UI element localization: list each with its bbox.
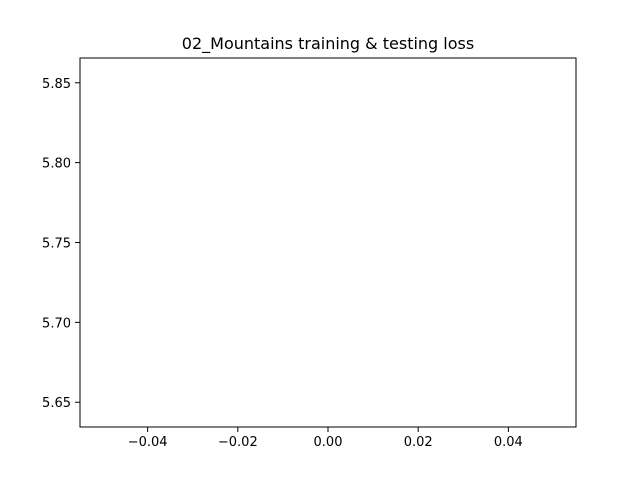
x-tick-label: −0.02	[218, 435, 258, 450]
x-tick-label: 0.00	[314, 435, 343, 450]
chart-title: 02_Mountains training & testing loss	[182, 34, 474, 54]
y-tick-label: 5.85	[42, 77, 71, 92]
y-tick-label: 5.65	[42, 396, 71, 411]
x-axis: −0.04 −0.02 0.00 0.02 0.04	[128, 427, 523, 450]
plot-area-frame	[79, 57, 577, 428]
x-tick-label: −0.04	[128, 435, 168, 450]
x-tick-label: 0.02	[404, 435, 433, 450]
y-tick-label: 5.80	[42, 157, 71, 172]
y-tick-label: 5.70	[42, 316, 71, 331]
y-axis: 5.65 5.70 5.75 5.80 5.85	[42, 77, 80, 411]
x-tick-label: 0.04	[494, 435, 523, 450]
y-tick-label: 5.75	[42, 237, 71, 252]
